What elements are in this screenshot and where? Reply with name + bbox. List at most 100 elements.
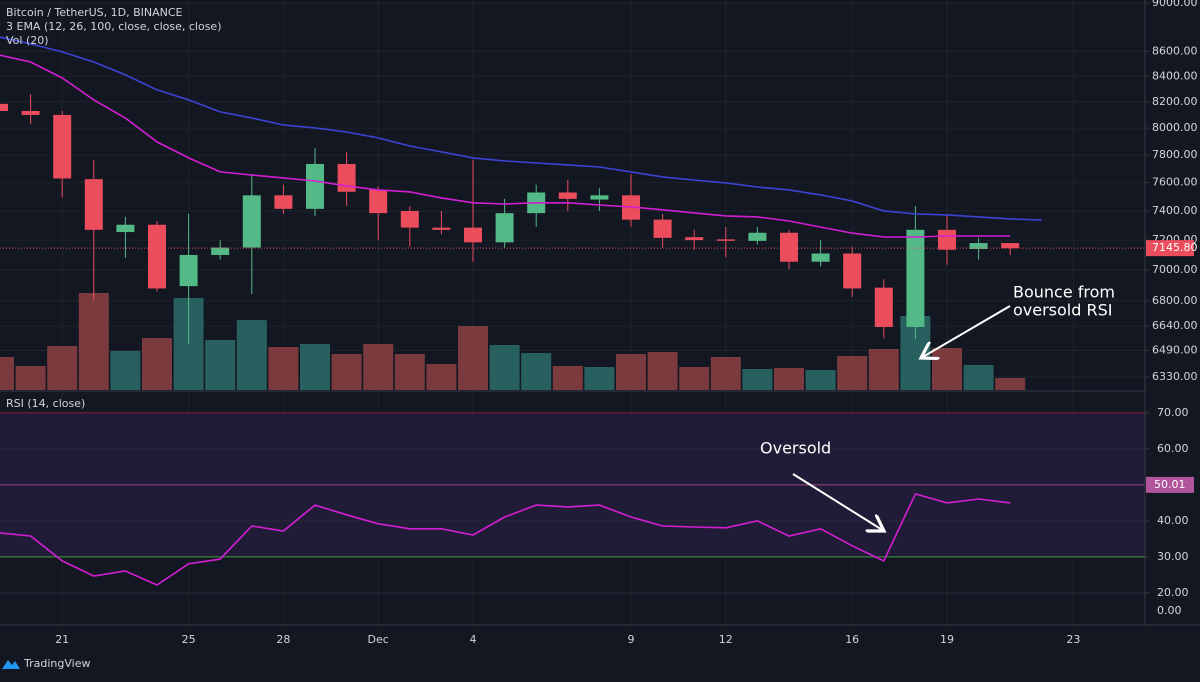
volume-bar — [110, 351, 141, 390]
volume-bar — [142, 338, 172, 390]
candle-body — [116, 224, 135, 233]
brand: TradingView — [23, 657, 90, 670]
y-tick-label: 6490.00 — [1152, 343, 1198, 356]
candle-body — [337, 163, 356, 192]
volume-bar — [268, 347, 299, 390]
volume-bar — [742, 369, 773, 390]
candle-body — [432, 227, 451, 230]
last-price-label: 7145.80 — [1152, 241, 1198, 254]
x-tick-label: 25 — [182, 633, 196, 646]
candle-body — [495, 213, 514, 243]
y-tick-label: 8000.00 — [1152, 121, 1198, 134]
volume-bar — [805, 370, 836, 390]
x-tick-label: 19 — [940, 633, 954, 646]
volume-bar — [363, 344, 394, 390]
y-tick-label: 7800.00 — [1152, 148, 1198, 161]
candle-body — [938, 229, 956, 250]
candle-body — [84, 179, 103, 230]
candle-body — [369, 189, 388, 214]
y-tick-label: 8600.00 — [1152, 44, 1198, 57]
logo: TradingView — [2, 657, 90, 670]
volume-bar — [47, 346, 78, 390]
x-tick-label: 4 — [470, 633, 477, 646]
candle-body — [464, 227, 482, 243]
candle-body — [53, 114, 72, 179]
annotation: Oversold — [760, 439, 831, 458]
candle-body — [590, 195, 609, 200]
volume-bar — [300, 344, 330, 390]
candle-body — [811, 253, 830, 262]
candle-body — [211, 247, 230, 255]
chart-title: Bitcoin / TetherUS, 1D, BINANCE — [6, 6, 183, 19]
volume-bar — [868, 349, 899, 390]
rsi-title: RSI (14, close) — [6, 397, 85, 410]
marks — [0, 36, 1145, 586]
y-tick-label: 7400.00 — [1152, 204, 1198, 217]
candle-body — [843, 253, 862, 289]
indicator-label: 3 EMA (12, 26, 100, close, close, close) — [6, 20, 222, 33]
volume-bar — [15, 366, 46, 390]
candle-body — [716, 239, 735, 241]
y-tick-label: 7000.00 — [1152, 263, 1198, 276]
volume-bar — [647, 352, 678, 390]
y-tick-label: 7600.00 — [1152, 176, 1198, 189]
x-tick-label: 16 — [845, 633, 859, 646]
volume-bar — [710, 357, 741, 390]
volume-bar — [932, 348, 962, 390]
logo-icon — [2, 660, 20, 669]
candle-body — [400, 210, 419, 228]
volume-bar — [489, 345, 520, 390]
volume-bar — [774, 368, 804, 390]
volume-bar — [584, 367, 615, 390]
volume-bar — [963, 365, 994, 390]
annotation: Bounce from — [1013, 283, 1115, 302]
x-tick-label: 21 — [55, 633, 69, 646]
x-tick-label: 28 — [276, 633, 290, 646]
ema-line — [0, 36, 1042, 221]
volume-bar — [331, 354, 362, 390]
volume-bar — [205, 340, 236, 390]
candle-body — [780, 232, 798, 262]
candle-body — [306, 163, 324, 209]
y-tick-label: 60.00 — [1157, 442, 1189, 455]
candle-body — [1001, 243, 1020, 249]
x-tick-label: Dec — [368, 633, 389, 646]
y-tick-label: 6640.00 — [1152, 319, 1198, 332]
volume-bar — [426, 364, 457, 390]
candle-body — [685, 237, 704, 241]
volume-bar — [394, 354, 425, 390]
y-tick-label: 70.00 — [1157, 406, 1189, 419]
y-tick-label: 40.00 — [1157, 514, 1189, 527]
candle-body — [21, 111, 40, 115]
annotation-arrow — [921, 305, 1011, 358]
last-price-box — [1146, 240, 1194, 257]
candle-body — [0, 103, 8, 112]
candle-body — [653, 219, 672, 238]
volume-bar — [458, 326, 488, 390]
x-tick-label: 12 — [719, 633, 733, 646]
volume-bar — [679, 367, 710, 390]
volume-bar — [837, 356, 868, 390]
candle-body — [558, 192, 577, 199]
y-tick-label: 8200.00 — [1152, 95, 1198, 108]
annotation: oversold RSI — [1013, 301, 1112, 320]
y-tick-label: 6330.00 — [1152, 370, 1198, 383]
volume-bar — [236, 320, 267, 390]
scale-note: 0.00 — [1157, 604, 1182, 617]
volume-bar — [521, 353, 552, 390]
candle-body — [179, 254, 198, 287]
candle-body — [906, 229, 925, 327]
candle-body — [748, 232, 767, 241]
rsi-line — [0, 492, 1011, 586]
volume-label: Vol (20) — [6, 34, 49, 47]
y-tick-label: 8400.00 — [1152, 69, 1198, 82]
last-value-box — [1146, 476, 1194, 493]
volume-bar — [78, 293, 109, 390]
volume-bar — [552, 366, 583, 390]
candle-body — [242, 195, 261, 248]
y-tick-label: 20.00 — [1157, 586, 1189, 599]
candle-body — [274, 195, 293, 209]
candle-body — [874, 287, 893, 327]
volume-bar — [995, 378, 1026, 390]
